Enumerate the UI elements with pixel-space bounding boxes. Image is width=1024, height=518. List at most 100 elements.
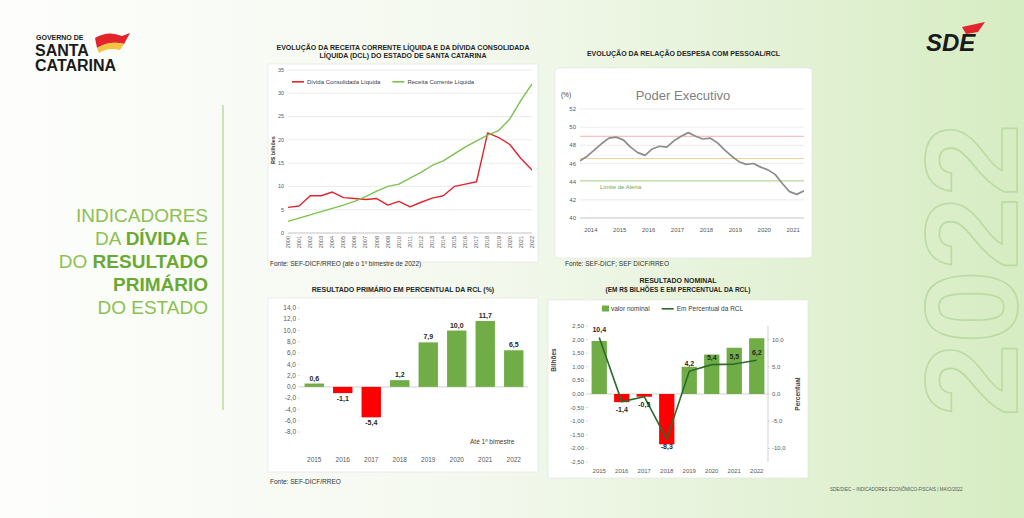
tick-mark <box>298 386 300 387</box>
source-note: Fonte: SEF-DICF/RREO <box>270 478 341 485</box>
grid-line <box>288 233 532 234</box>
y2-tick-label: -5,0 <box>772 418 783 424</box>
data-label: -8,3 <box>661 443 673 451</box>
headline-text: DO <box>59 251 93 272</box>
x-tick-label: 2016 <box>615 468 629 474</box>
tick-mark <box>586 380 588 381</box>
headline-text: INDICADORES <box>76 205 208 226</box>
x-tick-label: 2018 <box>393 456 408 463</box>
x-tick-label: 2004 <box>329 236 335 248</box>
tick-mark <box>298 308 300 309</box>
tick-mark <box>298 432 300 433</box>
x-tick-label: 2020 <box>507 236 513 248</box>
grid-line <box>288 70 532 71</box>
headline-text: RESULTADO <box>93 251 208 272</box>
tick-mark <box>298 353 300 354</box>
y-tick-label: -8,0 <box>285 428 297 435</box>
y-axis-label: R$ bilhões <box>270 136 276 164</box>
bar <box>504 350 523 387</box>
series-line <box>599 337 757 439</box>
plot-marks <box>580 133 804 195</box>
source-note: Fonte: SEF-DICF; SEF DICF/RREO <box>565 260 669 267</box>
grid-line <box>288 116 532 117</box>
y-tick-label: 44 <box>569 179 576 185</box>
y2-tick-label: 5,0 <box>772 364 781 370</box>
x-tick-label: 2018 <box>700 227 714 233</box>
x-tick-label: 2021 <box>478 456 493 463</box>
plot-marks <box>288 84 532 221</box>
y-tick-label: 0 <box>281 230 284 236</box>
x-axis-line <box>288 233 532 234</box>
bar <box>592 341 607 394</box>
y2-tick-label: 0,0 <box>772 391 781 397</box>
y-tick-label: -2,0 <box>285 394 297 401</box>
bar <box>476 321 495 387</box>
chart-frame <box>268 64 538 262</box>
tick-mark <box>298 409 300 410</box>
x-axis-line <box>580 218 804 219</box>
headline-line: INDICADORES <box>76 205 208 226</box>
x-tick-label: 2017 <box>671 227 685 233</box>
legend-swatch <box>602 306 609 312</box>
grid-line <box>288 186 532 187</box>
footer-text: SDE/DIEC – INDICADORES ECONÔMICO-FISCAIS… <box>830 486 963 492</box>
x-tick-label: 2003 <box>318 236 324 248</box>
headline-text: PRIMÁRIO <box>113 274 208 295</box>
legend-label: valor nominal <box>611 305 650 312</box>
y-tick-label: 10,0 <box>283 327 296 334</box>
y-tick-label: 30 <box>278 90 284 96</box>
grid-line <box>580 145 804 146</box>
data-label: -0,5 <box>638 401 650 409</box>
x-tick-label: 2014 <box>440 236 446 248</box>
x-tick-label: 2016 <box>642 227 656 233</box>
data-label: -1,1 <box>337 395 349 403</box>
bar <box>749 338 764 394</box>
plot-marks <box>592 337 765 444</box>
tick-mark <box>768 339 770 340</box>
data-label: 7,9 <box>423 333 433 341</box>
legend-swatch <box>392 81 404 83</box>
x-tick-label: 2011 <box>407 236 413 248</box>
y-tick-label: 50 <box>569 124 576 130</box>
x-tick-label: 2009 <box>385 236 391 248</box>
y-tick-label: -0,50 <box>570 405 584 411</box>
y-tick-label: 1,50 <box>572 350 584 356</box>
chart-title: EVOLUÇÃO DA RELAÇÃO DESPESA COM PESSOAL/… <box>555 50 812 58</box>
x-tick-label: 2022 <box>529 236 535 248</box>
x-tick-label: 2022 <box>750 468 764 474</box>
y-tick-label: 52 <box>569 106 576 112</box>
tick-mark <box>586 462 588 463</box>
tick-mark <box>298 420 300 421</box>
brand-text: SDE <box>926 29 976 56</box>
reference-label: Limite de Alerta <box>600 184 642 190</box>
plot-marks <box>305 321 524 417</box>
headline-line: DO ESTADO <box>98 297 209 318</box>
y-tick-label: 4,0 <box>287 361 296 368</box>
grid-line <box>580 163 804 164</box>
x-tick-label: 2020 <box>758 227 772 233</box>
y-tick-label: 0,00 <box>572 391 584 397</box>
x-tick-label: 2021 <box>786 227 800 233</box>
logo-text: GOVERNO DE <box>36 34 84 41</box>
y-tick-label: 0,50 <box>572 377 584 383</box>
y-tick-label: 10 <box>278 183 284 189</box>
data-label: 5,4 <box>707 354 717 362</box>
source-note: Fonte: SEF-DICF/RREO (até o 1º bimestre … <box>270 260 421 268</box>
y-tick-label: 46 <box>569 161 576 167</box>
data-label: 4,2 <box>684 360 694 368</box>
tick-mark <box>586 326 588 327</box>
bar <box>419 342 438 387</box>
x-tick-label: 2016 <box>462 236 468 248</box>
y-tick-label: 20 <box>278 137 284 143</box>
chart-title: RESULTADO PRIMÁRIO EM PERCENTUAL DA RCL … <box>268 286 538 294</box>
x-tick-label: 2000 <box>285 236 291 248</box>
reference-line <box>580 136 804 137</box>
tick-mark <box>298 319 300 320</box>
tick-mark <box>586 434 588 435</box>
headline-text: DÍVIDA <box>126 228 191 249</box>
x-tick-label: 2002 <box>307 236 313 248</box>
chart-title: RESULTADO NOMINAL <box>548 277 808 285</box>
x-tick-label: 2020 <box>450 456 465 463</box>
x-tick-label: 2006 <box>351 236 357 248</box>
x-tick-label: 2019 <box>496 236 502 248</box>
